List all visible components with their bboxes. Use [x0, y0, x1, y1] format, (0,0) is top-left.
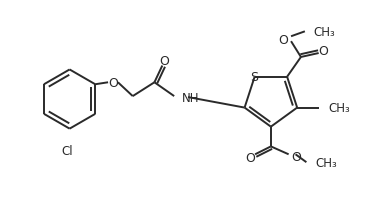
Text: CH₃: CH₃ — [314, 26, 335, 39]
Text: CH₃: CH₃ — [329, 102, 350, 115]
Text: S: S — [250, 71, 258, 84]
Text: O: O — [319, 44, 329, 57]
Text: O: O — [278, 34, 288, 47]
Text: O: O — [292, 150, 302, 163]
Text: Cl: Cl — [62, 145, 73, 158]
Text: O: O — [159, 55, 169, 68]
Text: O: O — [245, 151, 255, 164]
Text: CH₃: CH₃ — [315, 156, 337, 169]
Text: NH: NH — [182, 91, 200, 104]
Text: O: O — [108, 76, 118, 89]
